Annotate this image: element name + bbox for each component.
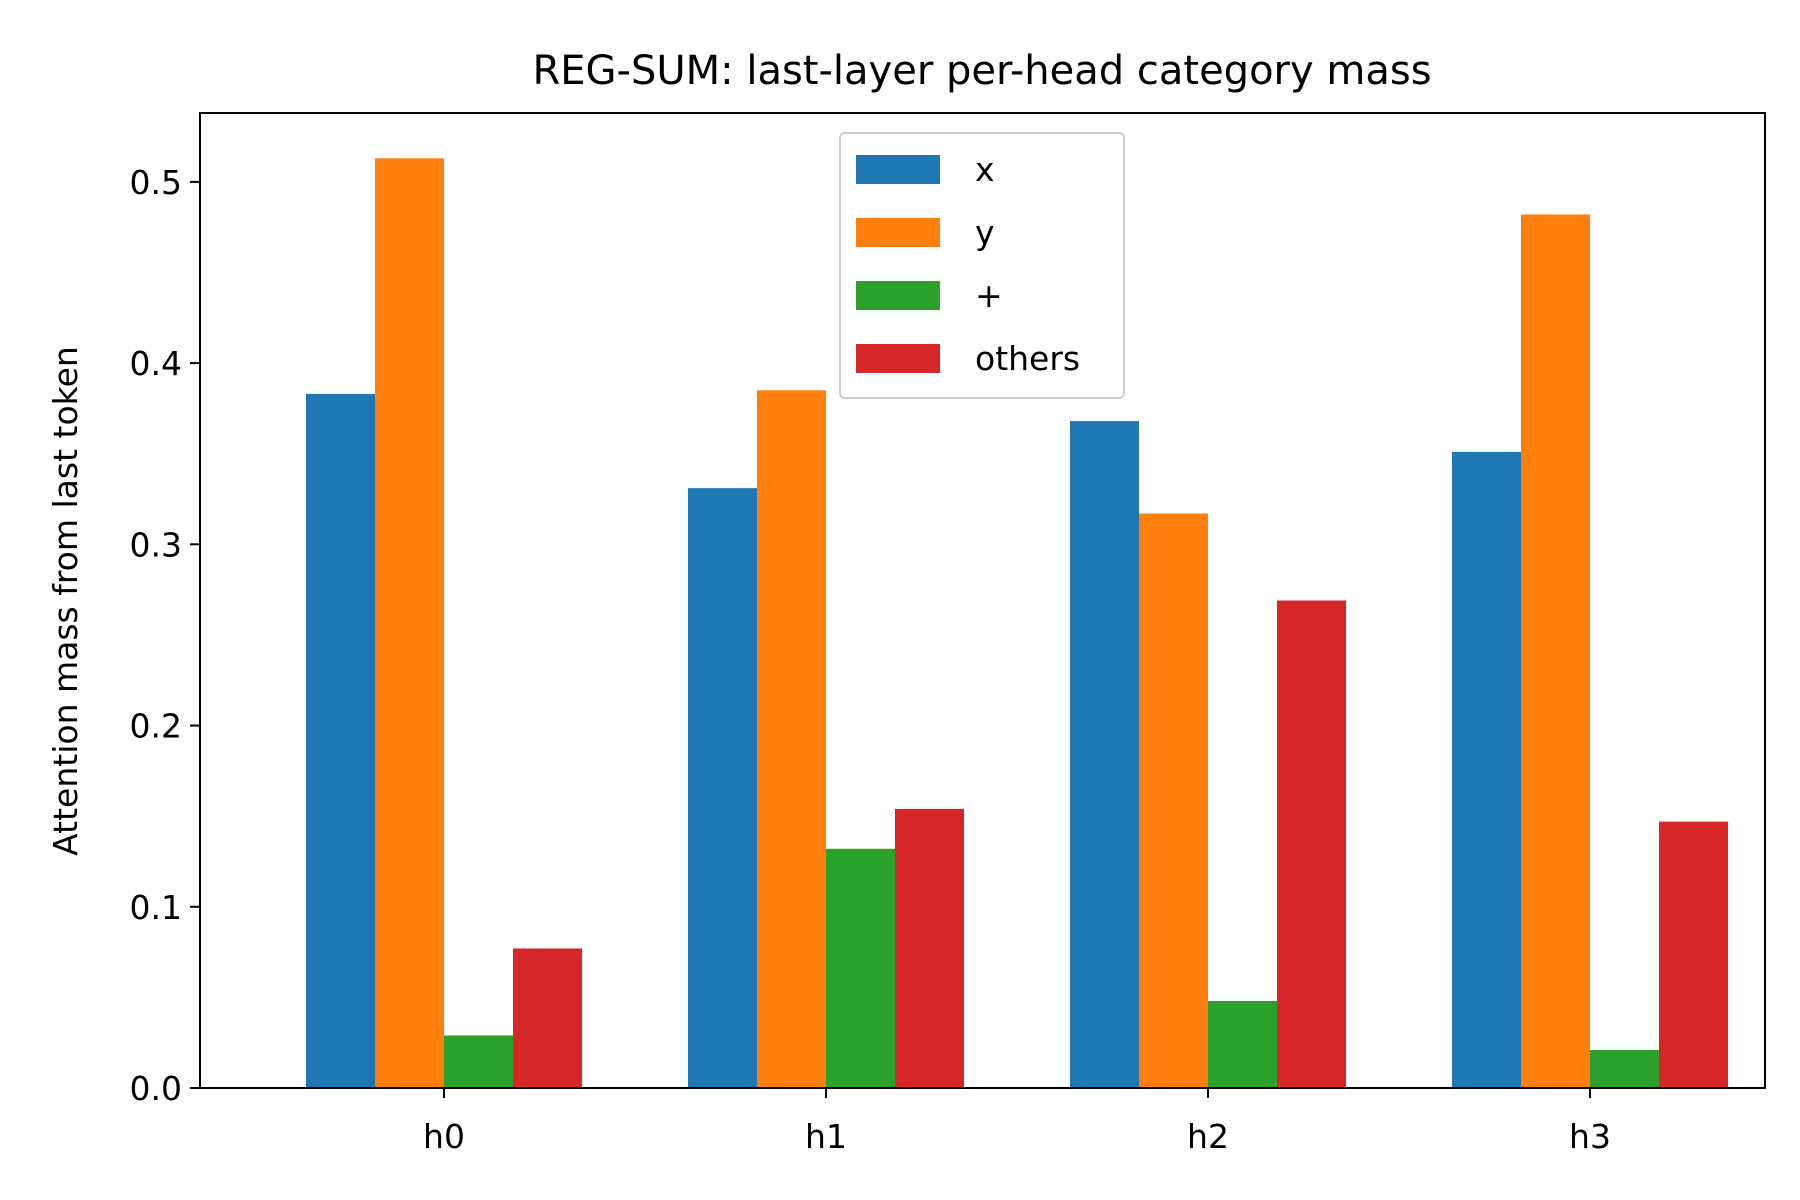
x-tick-label: h1 (805, 1117, 847, 1156)
legend-swatch-0 (856, 155, 940, 184)
plot-area (306, 158, 1728, 1088)
legend-label-0: x (975, 150, 995, 189)
bar-h1-series-2 (826, 848, 895, 1088)
y-tick-label: 0.5 (130, 163, 182, 202)
bar-h3-series-1 (1521, 214, 1590, 1088)
bar-h0-series-1 (375, 158, 444, 1088)
bar-h2-series-2 (1208, 1001, 1277, 1088)
legend: xy + others (839, 132, 1125, 399)
y-tick-label: 0.4 (130, 344, 182, 383)
x-tick-label: h2 (1187, 1117, 1229, 1156)
y-tick-label: 0.0 (130, 1069, 182, 1108)
axes: 0.0 0.1 0.2 0.3 0.4 0.5 h0 h1 h2 h3 (130, 112, 1766, 1156)
legend-swatch-2 (856, 281, 940, 310)
y-tick-label: 0.1 (130, 888, 182, 927)
bar-h2-series-3 (1277, 600, 1346, 1088)
bar-h1-series-3 (895, 808, 964, 1088)
bar-h0-series-0 (306, 393, 375, 1088)
legend-box (839, 132, 1125, 399)
bar-h0-series-3 (513, 948, 582, 1088)
chart-title: REG-SUM: last-layer per-head category ma… (532, 48, 1431, 94)
plot-frame (199, 112, 1766, 1089)
legend-label-2: + (975, 276, 1003, 315)
y-axis-label: Attention mass from last token (46, 346, 85, 856)
bar-h3-series-2 (1590, 1049, 1659, 1088)
bar-h0-series-2 (444, 1035, 513, 1088)
bar-h3-series-0 (1452, 451, 1521, 1088)
y-tick-label: 0.2 (130, 707, 182, 746)
bar-h3-series-3 (1659, 821, 1728, 1088)
x-tick-label: h0 (423, 1117, 465, 1156)
bar-h2-series-0 (1070, 421, 1139, 1088)
legend-swatch-3 (856, 344, 940, 373)
legend-swatch-1 (856, 218, 940, 247)
x-tick-label: h3 (1569, 1117, 1611, 1156)
bar-h1-series-1 (757, 390, 826, 1088)
bar-h2-series-1 (1139, 513, 1208, 1088)
bar-h1-series-0 (688, 488, 757, 1088)
legend-label-3: others (975, 339, 1080, 378)
legend-label-1: y (975, 213, 995, 252)
y-tick-label: 0.3 (130, 525, 182, 564)
